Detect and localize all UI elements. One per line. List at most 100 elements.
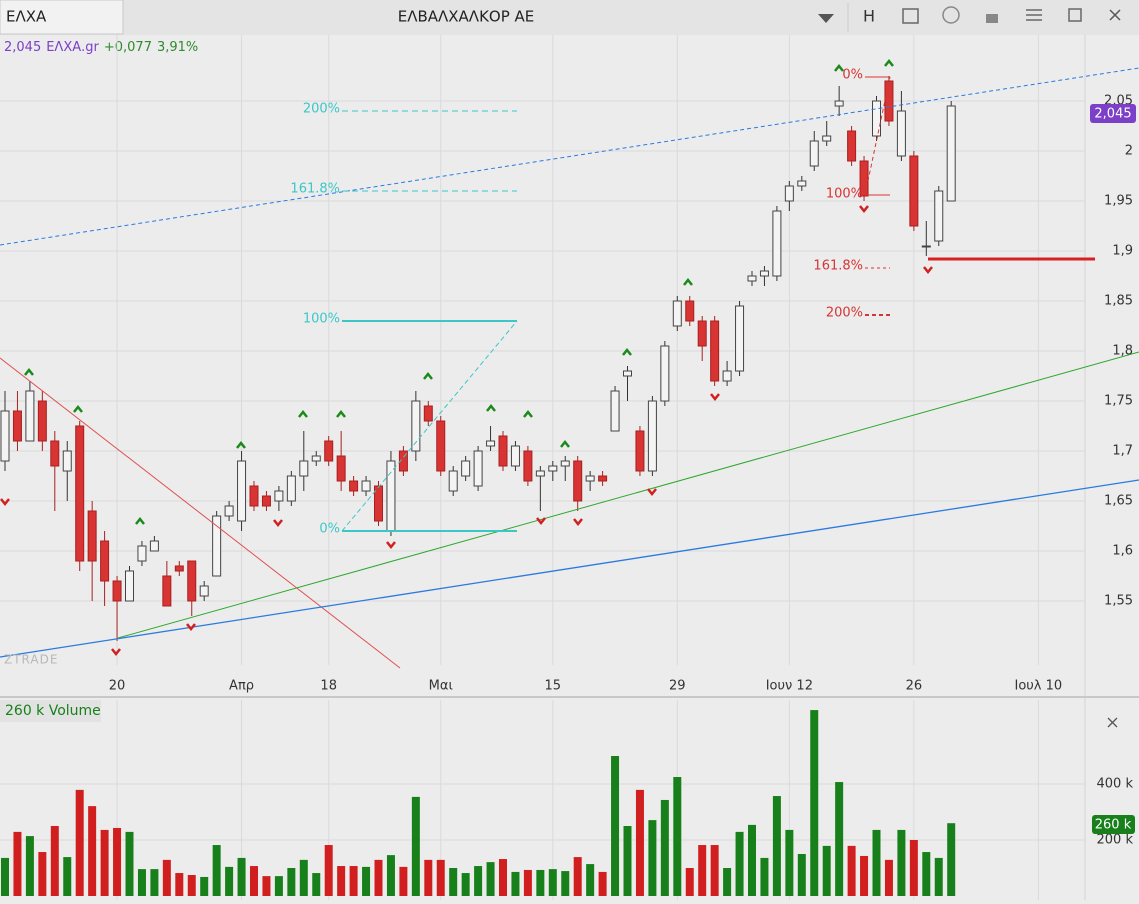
trendline (0, 357, 401, 669)
volume-bar (860, 855, 869, 896)
sell-signal (647, 488, 657, 497)
buy-signal (298, 409, 308, 418)
volume-bar (88, 806, 97, 896)
volume-bar (499, 859, 507, 896)
candle-body (112, 580, 122, 602)
y-tick-label: 1,6 (1112, 544, 1133, 559)
volume-bar (884, 859, 893, 896)
candle-body (585, 475, 595, 482)
volume-bar (162, 859, 171, 896)
symbol-box[interactable] (0, 0, 124, 35)
candle-body (398, 450, 408, 472)
h-button[interactable]: H (863, 7, 875, 26)
buy-signal (135, 516, 145, 525)
close[interactable] (1109, 9, 1121, 21)
candle-body (237, 460, 247, 522)
volume-bar (835, 782, 844, 896)
buy-signal (423, 371, 433, 380)
volume-bar (63, 857, 72, 896)
candle-body (498, 435, 508, 467)
sell-signal (536, 517, 546, 526)
volume-bar (810, 710, 819, 896)
sell-signal (111, 648, 121, 657)
close-panel[interactable] (1107, 717, 1118, 728)
buy-signal (683, 277, 693, 286)
volume-bar (797, 854, 806, 896)
volume-bar (337, 866, 346, 896)
volume-bar (934, 857, 943, 896)
candle-body (137, 545, 147, 562)
volume-bar (212, 845, 221, 896)
x-tick-label: Ιουν 12 (766, 679, 813, 694)
volume-bar (710, 845, 719, 896)
candle-body (311, 455, 321, 462)
volume-bar (424, 859, 433, 896)
candle-body (411, 400, 421, 452)
volume-tag-label: 260 k (1095, 818, 1132, 833)
volume-header (0, 700, 101, 722)
volume-bar (225, 866, 234, 896)
candle-body (647, 400, 657, 472)
volume-bar (561, 871, 570, 896)
candle-body (722, 370, 732, 382)
window-title: ΕΛΒΑΛΧΑΛΚΟΡ ΑΕ (398, 8, 535, 26)
volume-bar (523, 869, 532, 896)
candle-body (809, 140, 819, 167)
dropdown[interactable] (818, 14, 834, 23)
volume-bar (785, 829, 794, 896)
candle-body (324, 440, 334, 462)
volume-bar (299, 859, 308, 896)
candle-body (87, 510, 97, 562)
candle-body (162, 575, 172, 607)
buy-signal (486, 403, 496, 412)
quote-icon[interactable] (942, 6, 960, 24)
candle-body (560, 460, 570, 467)
volume-bar (113, 827, 122, 896)
candle-body (361, 480, 371, 492)
volume-bar (511, 871, 520, 896)
volume-bar (461, 873, 470, 896)
candle-body (37, 400, 47, 442)
fib-label: 200% (826, 306, 863, 321)
volume-bar (38, 852, 47, 896)
volume-bar (1, 857, 9, 896)
volume-bar (386, 855, 395, 896)
maximize[interactable] (1068, 8, 1082, 22)
volume-bar (262, 876, 271, 896)
candle-body (672, 300, 682, 327)
volume-bar (536, 869, 545, 896)
fib-line (864, 76, 891, 196)
candle-body (423, 405, 433, 422)
volume-bar (150, 869, 159, 896)
candle-body (523, 450, 533, 482)
sell-signal (859, 205, 869, 214)
quote-pct: 3,91% (157, 40, 198, 55)
menu-icon[interactable] (1026, 9, 1042, 21)
candle-body (934, 190, 944, 242)
candle-body (212, 515, 222, 577)
volume-bar (486, 862, 495, 896)
volume-bar (13, 831, 22, 896)
trendline (0, 67, 1139, 246)
candle-body (62, 450, 72, 472)
candle-body (710, 320, 720, 382)
volume-bar (685, 868, 694, 896)
candle-body (735, 305, 745, 372)
symbol: ΕΛΧΑ (6, 8, 47, 26)
lock-icon[interactable] (986, 14, 998, 23)
volume-bar (25, 836, 34, 896)
candle-body (473, 450, 483, 487)
buy-signal (560, 439, 570, 448)
candle-body (573, 460, 583, 502)
candle-body (100, 540, 110, 582)
candle-body (896, 110, 906, 157)
candle-body (660, 345, 670, 402)
candle-body (461, 460, 471, 477)
y-tick-label: 1,95 (1104, 194, 1133, 209)
volume-bar (548, 869, 557, 896)
sell-signal (0, 498, 10, 507)
candle-body (261, 495, 271, 507)
panel-icon[interactable] (902, 8, 919, 24)
